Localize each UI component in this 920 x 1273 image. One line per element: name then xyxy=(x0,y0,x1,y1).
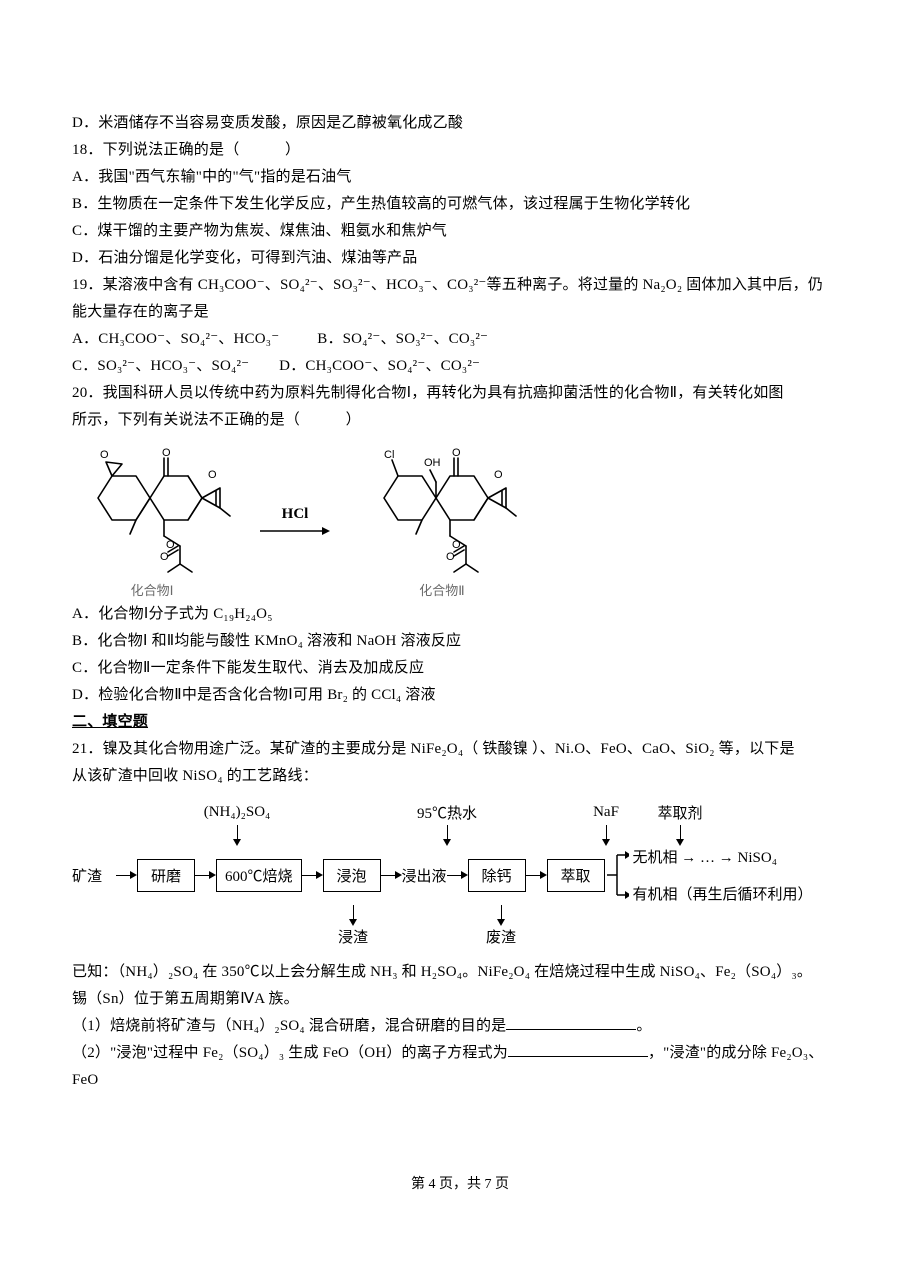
page-footer: 第 4 页，共 7 页 xyxy=(0,1173,920,1193)
fc-node-yanmo: 研磨 xyxy=(137,859,195,892)
fc-branch-youji: 有机相（再生后循环利用） xyxy=(633,883,813,904)
branch-split-icon xyxy=(607,847,629,903)
q18-option-c: C．煤干馏的主要产物为焦炭、煤焦油、粗氨水和焦炉气 xyxy=(72,218,848,245)
q21-known-line1: 已知：（NH₄）₂SO₄ 在 350℃以上会分解生成 NH₃ 和 H₂SO₄。N… xyxy=(72,959,848,986)
fc-input-nh4so4: (NH₄)₂SO₄ xyxy=(192,804,282,821)
q19-option-d: D．CH₃COO⁻、SO₄²⁻、CO₃²⁻ xyxy=(279,358,480,374)
q21-flowchart: (NH₄)₂SO₄ 95℃热水 NaF 萃取剂 xyxy=(72,800,848,947)
svg-text:OH: OH xyxy=(424,457,441,469)
compound-1-svg: O O O xyxy=(72,444,232,576)
q19-options-row1: A．CH₃COO⁻、SO₄²⁻、HCO₃⁻ B．SO₄²⁻、SO₃²⁻、CO₃²… xyxy=(72,326,848,353)
compound-2-caption: 化合物Ⅱ xyxy=(419,580,464,599)
q21-sub1-tail: 。 xyxy=(636,1018,651,1034)
q20-stem-line2: 所示，下列有关说法不正确的是（ ） xyxy=(72,407,848,434)
right-arrow-icon xyxy=(302,871,323,879)
q19-stem-line1: 19．某溶液中含有 CH₃COO⁻、SO₄²⁻、SO₃²⁻、HCO₃⁻、CO₃²… xyxy=(72,272,848,299)
down-arrow-icon xyxy=(349,905,357,926)
section-2-heading: 二、填空题 xyxy=(72,709,848,736)
q18-option-a: A．我国"西气东输"中的"气"指的是石油气 xyxy=(72,164,848,191)
right-arrow-icon xyxy=(447,871,468,879)
page: D．米酒储存不当容易变质发酸，原因是乙醇被氧化成乙酸 18．下列说法正确的是（ … xyxy=(0,0,920,1273)
fc-node-chugai: 除钙 xyxy=(468,859,526,892)
right-arrow-icon xyxy=(381,871,402,879)
fc-node-kuangzha: 矿渣 xyxy=(72,865,116,886)
fc-output-feizha: 废渣 xyxy=(473,926,529,947)
q21-stem-line1: 21．镍及其化合物用途广泛。某矿渣的主要成分是 NiFe₂O₄（ 铁酸镍 ）、N… xyxy=(72,736,848,763)
q20-stem-line1: 20．我国科研人员以传统中药为原料先制得化合物Ⅰ，再转化为具有抗癌抑菌活性的化合… xyxy=(72,380,848,407)
q21-sub1: （1）焙烧前将矿渣与（NH₄）₂SO₄ 混合研磨，混合研磨的目的是 。 xyxy=(72,1013,848,1040)
down-arrow-icon xyxy=(676,825,684,846)
q18-option-b: B．生物质在一定条件下发生化学反应，产生热值较高的可燃气体，该过程属于生物化学转… xyxy=(72,191,848,218)
q19-option-b: B．SO₄²⁻、SO₃²⁻、CO₃²⁻ xyxy=(317,331,488,347)
q18-option-d: D．石油分馏是化学变化，可得到汽油、煤油等产品 xyxy=(72,245,848,272)
down-arrow-icon xyxy=(233,825,241,846)
svg-text:O: O xyxy=(208,469,217,481)
reaction-arrow: HCl xyxy=(260,506,330,537)
fc-input-naf: NaF xyxy=(578,804,634,821)
compound-2-svg: Cl OH O O xyxy=(358,444,526,576)
compound-2: Cl OH O O xyxy=(358,444,526,599)
down-arrow-icon xyxy=(497,905,505,926)
q19-stem-line2: 能大量存在的离子是 xyxy=(72,299,848,326)
q21-sub1-text: （1）焙烧前将矿渣与（NH₄）₂SO₄ 混合研磨，混合研磨的目的是 xyxy=(72,1018,506,1034)
q17-option-d: D．米酒储存不当容易变质发酸，原因是乙醇被氧化成乙酸 xyxy=(72,110,848,137)
blank-field[interactable] xyxy=(508,1043,648,1058)
right-arrow-icon xyxy=(526,871,547,879)
fc-input-cuiquji: 萃取剂 xyxy=(652,802,708,823)
right-arrow-icon xyxy=(116,871,137,879)
down-arrow-icon xyxy=(602,825,610,846)
fc-node-jinpao: 浸泡 xyxy=(323,859,381,892)
q21-sub2: （2）"浸泡"过程中 Fe₂（SO₄）₃ 生成 FeO（OH）的离子方程式为，"… xyxy=(72,1040,848,1094)
q20-option-d: D．检验化合物Ⅱ中是否含化合物Ⅰ可用 Br₂ 的 CCl₄ 溶液 xyxy=(72,682,848,709)
q19-option-a: A．CH₃COO⁻、SO₄²⁻、HCO₃⁻ xyxy=(72,331,279,347)
fc-node-jinchuye: 浸出液 xyxy=(402,865,447,886)
q20-option-b: B．化合物Ⅰ 和Ⅱ均能与酸性 KMnO₄ 溶液和 NaOH 溶液反应 xyxy=(72,628,848,655)
svg-text:O: O xyxy=(162,447,171,459)
q19-option-c: C．SO₃²⁻、HCO₃⁻、SO₄²⁻ xyxy=(72,358,249,374)
svg-text:O: O xyxy=(160,551,169,563)
q21-known-line2: 锡（Sn）位于第五周期第ⅣA 族。 xyxy=(72,986,848,1013)
q19-options-row2: C．SO₃²⁻、HCO₃⁻、SO₄²⁻ D．CH₃COO⁻、SO₄²⁻、CO₃²… xyxy=(72,353,848,380)
q21-sub2-text: （2）"浸泡"过程中 Fe₂（SO₄）₃ 生成 FeO（OH）的离子方程式为 xyxy=(72,1045,508,1061)
compound-1: O O O xyxy=(72,444,232,599)
reaction-label: HCl xyxy=(282,506,309,523)
svg-text:O: O xyxy=(100,449,109,461)
fc-node-peishao: 600℃焙烧 xyxy=(216,859,302,892)
fc-branch-wuji: 无机相 → … → NiSO₄ xyxy=(633,846,813,867)
down-arrow-icon xyxy=(443,825,451,846)
svg-text:O: O xyxy=(452,447,461,459)
compound-1-caption: 化合物Ⅰ xyxy=(131,580,174,599)
q20-figure: O O O xyxy=(72,444,848,599)
svg-text:O: O xyxy=(446,551,455,563)
q20-option-a: A．化合物Ⅰ分子式为 C₁₉H₂₄O₅ xyxy=(72,601,848,628)
fc-input-hotwater: 95℃热水 xyxy=(408,802,486,823)
blank-field[interactable] xyxy=(506,1016,636,1031)
q21-stem-line2: 从该矿渣中回收 NiSO₄ 的工艺路线： xyxy=(72,763,848,790)
svg-text:Cl: Cl xyxy=(384,449,394,461)
right-arrow-icon xyxy=(195,871,216,879)
svg-text:O: O xyxy=(494,469,503,481)
q20-option-c: C．化合物Ⅱ一定条件下能发生取代、消去及加成反应 xyxy=(72,655,848,682)
fc-node-cuiqu: 萃取 xyxy=(547,859,605,892)
q18-stem: 18．下列说法正确的是（ ） xyxy=(72,137,848,164)
fc-output-jinzha: 浸渣 xyxy=(325,926,381,947)
